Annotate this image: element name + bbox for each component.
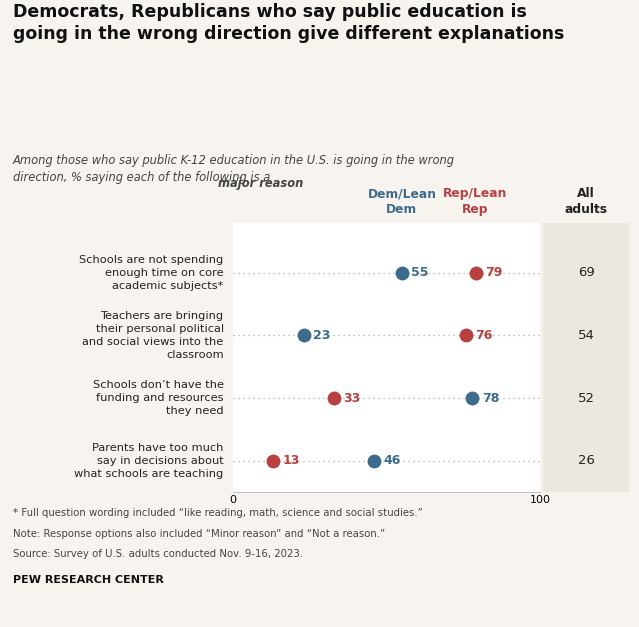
Text: 54: 54 <box>578 329 595 342</box>
Text: 55: 55 <box>411 266 429 279</box>
Text: 33: 33 <box>344 392 361 404</box>
Point <box>298 330 309 340</box>
Point <box>470 268 481 278</box>
Point <box>467 393 477 403</box>
Text: 13: 13 <box>282 455 300 467</box>
Text: Democrats, Republicans who say public education is
going in the wrong direction : Democrats, Republicans who say public ed… <box>13 3 564 43</box>
Text: 76: 76 <box>475 329 493 342</box>
Text: Note: Response options also included “Minor reason” and “Not a reason.”: Note: Response options also included “Mi… <box>13 529 385 539</box>
Text: 79: 79 <box>485 266 502 279</box>
Point <box>397 268 407 278</box>
Text: PEW RESEARCH CENTER: PEW RESEARCH CENTER <box>13 575 164 585</box>
Text: 46: 46 <box>383 455 401 467</box>
Text: Dem/Lean
Dem: Dem/Lean Dem <box>367 187 436 216</box>
Text: 69: 69 <box>578 266 595 279</box>
Point <box>329 393 339 403</box>
Text: Source: Survey of U.S. adults conducted Nov. 9-16, 2023.: Source: Survey of U.S. adults conducted … <box>13 549 303 559</box>
Text: Teachers are bringing
their personal political
and social views into the
classro: Teachers are bringing their personal pol… <box>82 311 224 360</box>
Point <box>461 330 472 340</box>
Text: 52: 52 <box>578 392 595 404</box>
Text: major reason: major reason <box>218 177 304 191</box>
Text: All
adults: All adults <box>565 187 608 216</box>
Text: Parents have too much
say in decisions about
what schools are teaching: Parents have too much say in decisions a… <box>74 443 224 478</box>
Text: Rep/Lean
Rep: Rep/Lean Rep <box>443 187 508 216</box>
Point <box>268 456 278 466</box>
Text: 78: 78 <box>482 392 499 404</box>
Text: * Full question wording included “like reading, math, science and social studies: * Full question wording included “like r… <box>13 508 422 518</box>
Point <box>369 456 380 466</box>
Text: Among those who say public K-12 education in the U.S. is going in the wrong
dire: Among those who say public K-12 educatio… <box>13 154 455 184</box>
Text: 23: 23 <box>313 329 330 342</box>
Text: Schools are not spending
enough time on core
academic subjects*: Schools are not spending enough time on … <box>79 255 224 290</box>
Text: 26: 26 <box>578 455 595 467</box>
Text: Schools don’t have the
funding and resources
they need: Schools don’t have the funding and resou… <box>93 381 224 416</box>
